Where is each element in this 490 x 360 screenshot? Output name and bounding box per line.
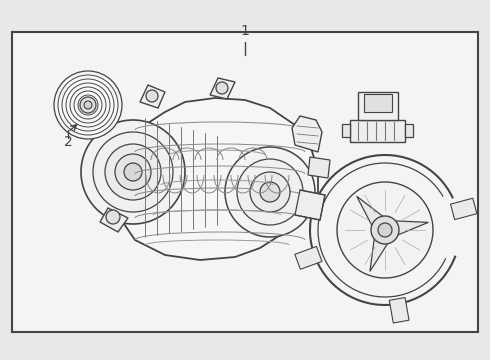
Polygon shape (295, 247, 322, 269)
Circle shape (378, 223, 392, 237)
Polygon shape (140, 85, 165, 108)
Polygon shape (357, 196, 385, 228)
Circle shape (66, 83, 110, 127)
Circle shape (106, 210, 120, 224)
Circle shape (84, 101, 92, 109)
Circle shape (93, 132, 173, 212)
Circle shape (74, 91, 102, 119)
Polygon shape (350, 120, 405, 142)
Circle shape (115, 154, 151, 190)
Circle shape (250, 172, 290, 212)
Circle shape (54, 71, 122, 139)
Circle shape (124, 163, 142, 181)
Circle shape (337, 182, 433, 278)
Text: 1: 1 (241, 24, 249, 38)
Polygon shape (370, 236, 389, 271)
Circle shape (371, 216, 399, 244)
Circle shape (82, 99, 94, 111)
Polygon shape (295, 190, 325, 220)
Circle shape (58, 75, 118, 135)
Circle shape (78, 95, 98, 115)
Text: 2: 2 (64, 135, 73, 149)
Circle shape (216, 82, 228, 94)
Polygon shape (450, 198, 477, 220)
Circle shape (80, 97, 96, 113)
Polygon shape (308, 157, 330, 178)
Circle shape (225, 147, 315, 237)
Polygon shape (100, 208, 128, 232)
Circle shape (81, 120, 185, 224)
Circle shape (237, 159, 303, 225)
Polygon shape (364, 94, 392, 112)
Polygon shape (405, 124, 413, 137)
Polygon shape (342, 124, 350, 137)
Polygon shape (292, 116, 322, 152)
Bar (12, 32, 478, 332)
Circle shape (260, 182, 280, 202)
Polygon shape (112, 98, 318, 260)
Polygon shape (392, 221, 428, 236)
Circle shape (70, 87, 106, 123)
Circle shape (146, 90, 158, 102)
Polygon shape (358, 92, 398, 120)
Polygon shape (210, 78, 235, 99)
Circle shape (105, 144, 161, 200)
Circle shape (62, 79, 114, 131)
Polygon shape (389, 298, 409, 323)
